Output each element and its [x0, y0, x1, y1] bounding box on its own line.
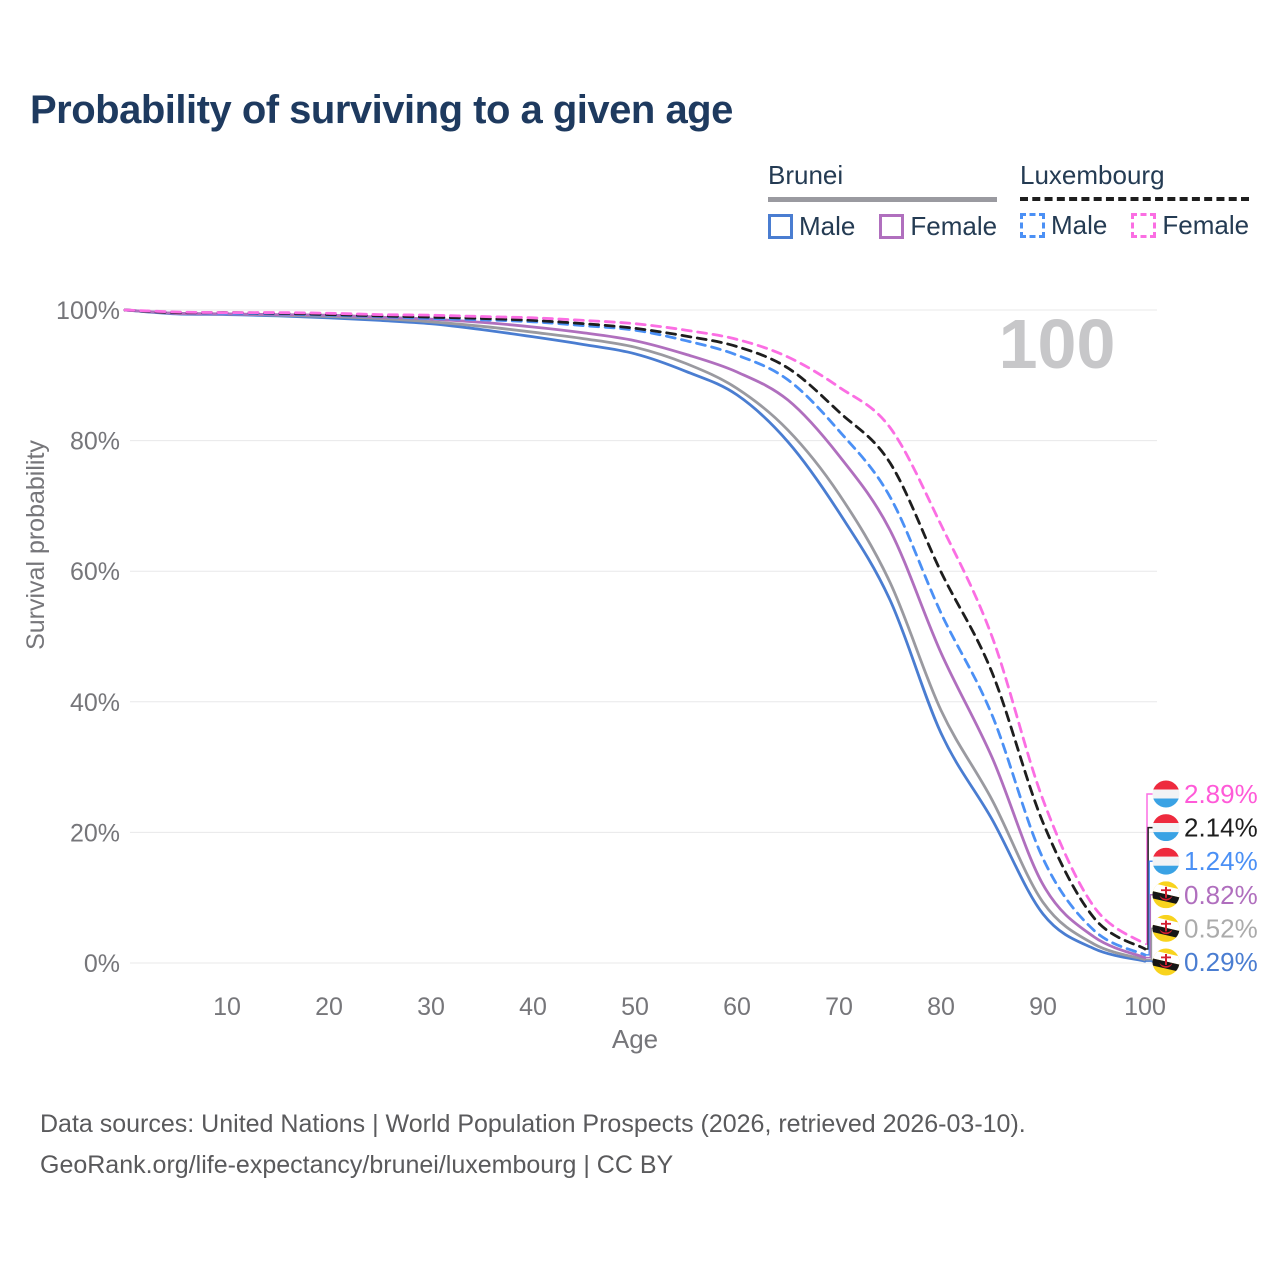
legend-items-luxembourg: Male Female [1020, 210, 1249, 241]
x-tick-label-70: 70 [825, 993, 853, 1021]
x-tick-label-20: 20 [315, 993, 343, 1021]
x-tick-label-100: 100 [1124, 993, 1166, 1021]
y-tick-label-100: 100% [56, 297, 120, 325]
end-label-connector-luxembourg-male [1145, 860, 1153, 956]
legend-items-brunei: Male Female [768, 211, 997, 242]
end-label-brunei-male[interactable]: 0.29% [1184, 947, 1258, 977]
footer-attribution[interactable]: GeoRank.org/life-expectancy/brunei/luxem… [40, 1151, 674, 1179]
page-title: Probability of surviving to a given age [30, 88, 733, 132]
legend-swatch-luxembourg-female [1131, 213, 1157, 238]
x-tick-label-40: 40 [519, 993, 547, 1021]
legend-swatch-luxembourg-male [1020, 213, 1045, 238]
footer: Data sources: United Nations | World Pop… [40, 1104, 1026, 1186]
end-label-luxembourg-both-sexes[interactable]: 2.14% [1184, 813, 1258, 843]
series-line-luxembourg-male[interactable] [123, 308, 1147, 957]
y-tick-label-80: 80% [70, 428, 120, 456]
series-line-brunei-female[interactable] [123, 308, 1147, 959]
x-tick-label-80: 80 [927, 993, 955, 1021]
legend-swatch-brunei-male [768, 214, 793, 239]
legend-group-luxembourg: Luxembourg Male Female [1020, 160, 1250, 241]
legend-group-title-brunei[interactable]: Brunei [768, 160, 844, 190]
y-tick-label-40: 40% [70, 689, 120, 717]
end-label-brunei-female[interactable]: 0.82% [1184, 880, 1258, 910]
legend-swatch-brunei-female [879, 214, 905, 239]
brunei-flag-icon [1152, 914, 1180, 942]
series-line-luxembourg-both-sexes[interactable] [123, 308, 1147, 951]
x-tick-label-60: 60 [723, 993, 751, 1021]
brunei-flag-icon [1152, 948, 1180, 976]
legend-label-luxembourg-male: Male [1051, 210, 1108, 240]
end-label-connector-luxembourg-both-sexes [1145, 826, 1153, 950]
series-line-luxembourg-female[interactable] [123, 308, 1147, 946]
end-label-luxembourg-male[interactable]: 1.24% [1184, 846, 1258, 876]
survival-probability-chart: 0% 20% 40% 60% 80% 100% 100 10 20 30 40 50 60 70 80 90 1… [22, 297, 1258, 1054]
luxembourg-flag-icon [1152, 847, 1180, 875]
legend-label-brunei-male: Male [799, 211, 856, 241]
legend-label-luxembourg-female: Female [1162, 210, 1250, 240]
chart-legend: Brunei Male Female Luxembourg Male Femal… [0, 160, 1280, 242]
luxembourg-flag-icon [1152, 780, 1180, 808]
x-tick-label-50: 50 [621, 993, 649, 1021]
footer-data-sources: Data sources: United Nations | World Pop… [40, 1110, 1026, 1138]
end-label-connector-brunei-male [1145, 960, 1154, 963]
x-tick-label-30: 30 [417, 993, 445, 1021]
end-label-connector-luxembourg-female [1145, 793, 1153, 945]
y-tick-label-60: 60% [70, 558, 120, 586]
legend-item-brunei-male[interactable]: Male [768, 211, 855, 242]
legend-group-title-luxembourg[interactable]: Luxembourg [1020, 160, 1165, 190]
end-label-brunei-both-sexes[interactable]: 0.52% [1184, 913, 1258, 943]
legend-group-brunei: Brunei Male Female [768, 160, 998, 242]
legend-underline-brunei [768, 197, 998, 202]
legend-item-luxembourg-male[interactable]: Male [1020, 210, 1107, 241]
y-axis-title: Survival probability [22, 440, 50, 650]
age-watermark: 100 [999, 305, 1116, 383]
x-tick-label-90: 90 [1029, 993, 1057, 1021]
x-axis-title: Age [612, 1024, 658, 1054]
luxembourg-flag-icon [1152, 814, 1180, 842]
legend-item-brunei-female[interactable]: Female [879, 211, 997, 242]
brunei-flag-icon [1152, 881, 1180, 909]
y-tick-label-0: 0% [84, 950, 120, 978]
end-label-connector-brunei-female [1145, 894, 1153, 959]
legend-label-brunei-female: Female [910, 211, 998, 241]
x-tick-label-10: 10 [213, 993, 241, 1021]
legend-underline-luxembourg [1020, 197, 1250, 201]
legend-item-luxembourg-female[interactable]: Female [1131, 210, 1249, 241]
end-label-luxembourg-female[interactable]: 2.89% [1184, 779, 1258, 809]
y-tick-label-20: 20% [70, 819, 120, 847]
end-label-connector-brunei-both-sexes [1145, 927, 1153, 961]
